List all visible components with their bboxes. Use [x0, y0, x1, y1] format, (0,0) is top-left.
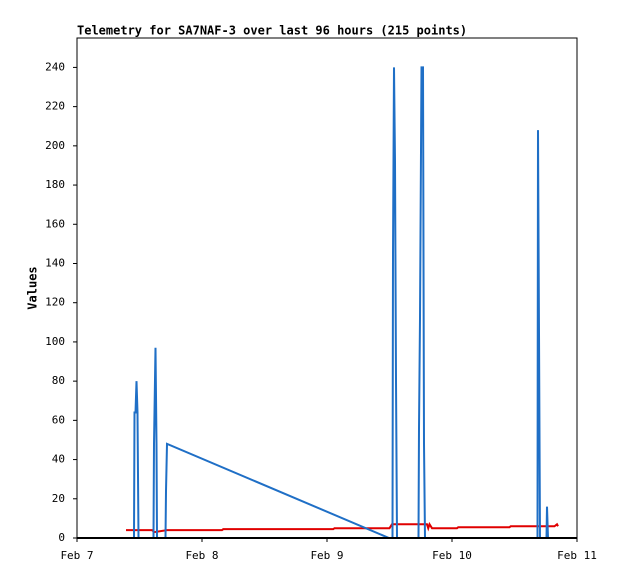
y-tick-label: 240: [45, 60, 65, 73]
series-line: [126, 521, 559, 534]
y-tick-label: 160: [45, 217, 65, 230]
y-tick-label: 120: [45, 296, 65, 309]
x-tick-label: Feb 8: [185, 549, 218, 562]
x-tick-label: Feb 10: [432, 549, 472, 562]
y-tick-label: 140: [45, 256, 65, 269]
y-tick-label: 0: [58, 531, 65, 544]
y-tick-label: 220: [45, 100, 65, 113]
y-tick-label: 200: [45, 139, 65, 152]
y-tick-label: 180: [45, 178, 65, 191]
y-tick-label: 40: [52, 453, 65, 466]
x-tick-label: Feb 9: [310, 549, 343, 562]
y-axis-label: Values: [26, 266, 40, 309]
plot-frame: [76, 37, 578, 539]
y-tick-label: 100: [45, 335, 65, 348]
y-tick-label: 80: [52, 374, 65, 387]
x-tick-label: Feb 7: [60, 549, 93, 562]
y-tick-label: 20: [52, 492, 65, 505]
chart-title: Telemetry for SA7NAF-3 over last 96 hour…: [77, 24, 467, 38]
x-tick-label: Feb 11: [557, 549, 597, 562]
y-tick-label: 60: [52, 413, 65, 426]
